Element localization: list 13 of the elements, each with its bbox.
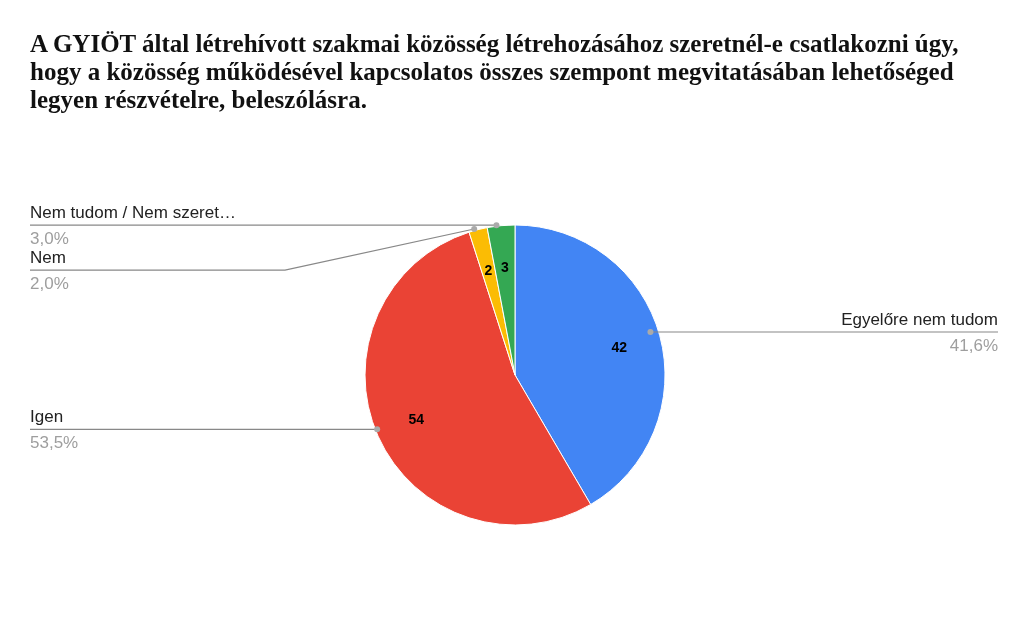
data-label: 42 bbox=[611, 338, 628, 355]
text: 3,0% bbox=[30, 229, 69, 249]
slice-label: Egyelőre nem tudom bbox=[841, 309, 998, 329]
text: 2,0% bbox=[30, 274, 69, 294]
text: 53,5% bbox=[30, 433, 79, 453]
chart-title: A GYIÖT által létrehívott szakmai közösség létrehozásához szeretnél-e csatlakozni úgy, hogy a közösség működésével kapcsolatos összes szempont megvitatásában lehetőséged legyen részvételre, beleszólásra. bbox=[29, 29, 960, 115]
data-label: 54 bbox=[408, 411, 425, 428]
text: 41,6% bbox=[949, 335, 998, 355]
slice-label: Nem tudom / Nem szeret… bbox=[30, 203, 236, 223]
data-label: 2 bbox=[484, 262, 493, 279]
slice-label: Nem bbox=[30, 248, 66, 268]
slice-label: Igen bbox=[30, 407, 64, 427]
data-label: 3 bbox=[501, 259, 510, 276]
